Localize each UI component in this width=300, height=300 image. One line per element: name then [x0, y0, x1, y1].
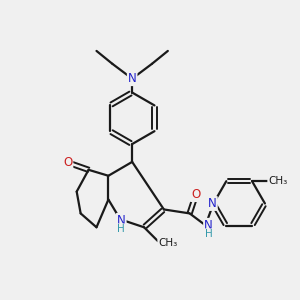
- Text: CH₃: CH₃: [158, 238, 178, 248]
- Text: N: N: [204, 219, 213, 232]
- Text: CH₃: CH₃: [268, 176, 287, 186]
- Text: H: H: [117, 224, 125, 234]
- Text: O: O: [191, 188, 200, 201]
- Text: N: N: [117, 214, 126, 227]
- Text: H: H: [205, 229, 212, 239]
- Text: O: O: [63, 156, 72, 170]
- Text: N: N: [128, 72, 136, 85]
- Text: N: N: [208, 197, 217, 210]
